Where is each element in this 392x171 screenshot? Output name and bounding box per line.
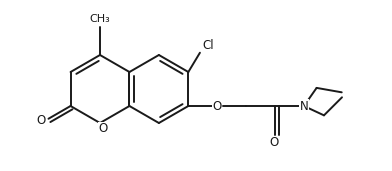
Text: O: O — [98, 122, 108, 135]
Text: O: O — [37, 114, 46, 127]
Text: O: O — [212, 100, 222, 113]
Text: Cl: Cl — [202, 39, 214, 52]
Text: N: N — [299, 100, 309, 113]
Text: CH₃: CH₃ — [90, 14, 111, 24]
Text: O: O — [269, 136, 279, 149]
